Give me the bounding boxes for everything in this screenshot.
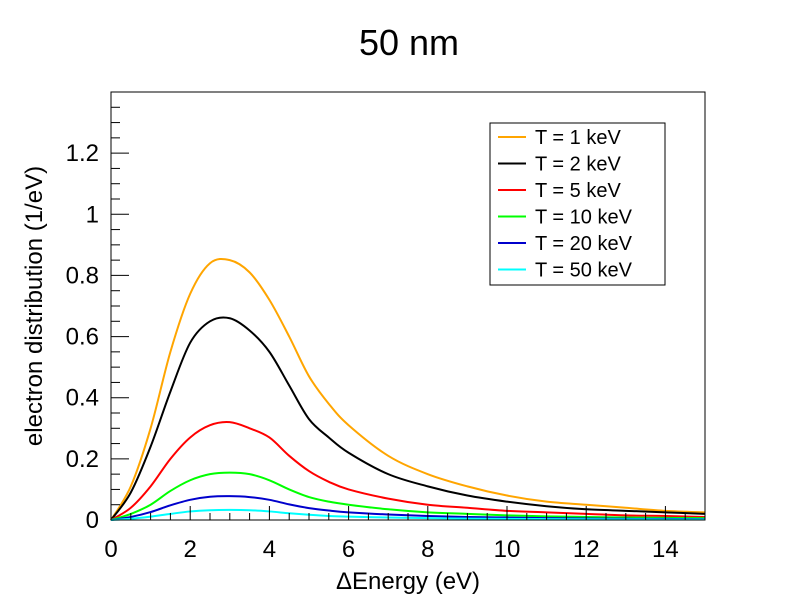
legend: T = 1 keV T = 2 keV T = 5 keV T = 10 keV T =… xyxy=(489,122,666,286)
legend-label-5: T = 20 keV xyxy=(535,233,633,255)
legend-label-4: T = 10 keV xyxy=(535,207,633,229)
x-tick-label: 14 xyxy=(652,536,679,563)
y-axis-title: electron distribution (1/eV) xyxy=(21,166,48,446)
x-tick-label: 4 xyxy=(263,536,276,563)
y-tick-label: 0.6 xyxy=(66,324,99,351)
legend-label-3: T = 5 keV xyxy=(535,180,621,202)
legend-label-1: T = 1 keV xyxy=(535,127,621,149)
x-tick-label: 6 xyxy=(342,536,355,563)
x-tick-label: 2 xyxy=(184,536,197,563)
x-tick-label: 12 xyxy=(573,536,600,563)
y-tick-label: 0.8 xyxy=(66,262,99,289)
legend-box xyxy=(489,122,666,286)
y-tick-label: 1.2 xyxy=(66,140,99,167)
x-tick-label: 0 xyxy=(104,536,117,563)
x-tick-label: 10 xyxy=(494,536,521,563)
y-axis: 0 0.2 0.4 0.6 0.8 1 1.2 xyxy=(66,91,129,534)
x-axis: 0 2 4 6 8 10 12 14 xyxy=(104,506,706,563)
series-line-2 xyxy=(110,316,706,521)
x-axis-title: ΔEnergy (eV) xyxy=(336,568,480,595)
x-tick-label: 8 xyxy=(421,536,434,563)
legend-label-2: T = 2 keV xyxy=(535,154,621,176)
y-tick-label: 0 xyxy=(86,507,99,534)
chart-title: 50 nm xyxy=(359,22,459,63)
y-tick-label: 0.4 xyxy=(66,385,99,412)
y-tick-label: 1 xyxy=(86,201,99,228)
legend-entries: T = 1 keV T = 2 keV T = 5 keV T = 10 keV T =… xyxy=(498,127,633,282)
y-tick-label: 0.2 xyxy=(66,446,99,473)
legend-label-6: T = 50 keV xyxy=(535,260,633,282)
series-line-1 xyxy=(110,257,706,521)
